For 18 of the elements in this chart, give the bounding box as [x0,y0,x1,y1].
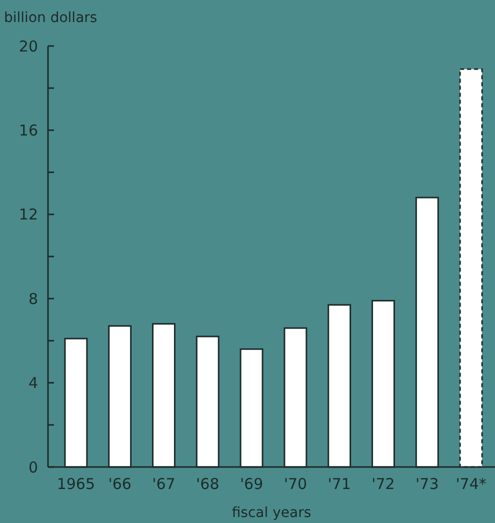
x-tick-label: '70 [284,475,308,493]
x-tick-label: '69 [240,475,264,493]
x-tick-label: 1965 [56,475,96,493]
y-axis-title: billion dollars [4,10,98,26]
x-axis-title: fiscal years [232,505,312,521]
x-tick-label: '67 [152,475,176,493]
y-tick-label: 4 [28,374,38,392]
x-tick-label: '68 [196,475,220,493]
y-tick-label: 20 [18,37,38,56]
x-tick-label: '71 [328,475,351,493]
x-tick-label: '72 [372,475,395,493]
y-tick-label: 8 [28,290,38,308]
x-tick-label: '73 [416,475,439,493]
x-tick-label: '74* [456,475,487,493]
y-tick-label: 16 [18,121,38,140]
x-tick-label: '66 [108,475,132,493]
y-tick-label: 0 [28,458,38,476]
y-tick-label: 12 [18,206,38,224]
